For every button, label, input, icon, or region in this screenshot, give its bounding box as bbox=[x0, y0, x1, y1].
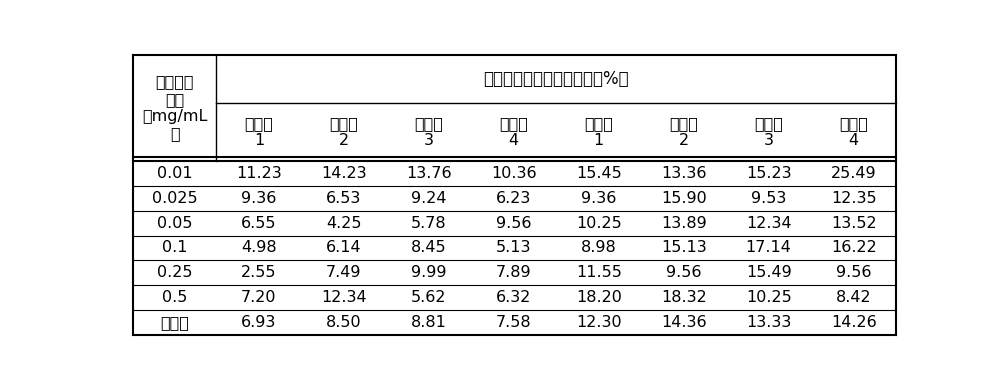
Text: 18.20: 18.20 bbox=[576, 290, 622, 305]
Text: 实施例
2: 实施例 2 bbox=[329, 116, 358, 149]
Text: 15.49: 15.49 bbox=[746, 265, 792, 280]
Text: 包被抗体
浓度
（mg/mL
）: 包被抗体 浓度 （mg/mL ） bbox=[142, 74, 207, 141]
Text: 0.25: 0.25 bbox=[157, 265, 192, 280]
Text: 0.1: 0.1 bbox=[162, 241, 187, 255]
Text: 9.56: 9.56 bbox=[496, 216, 532, 231]
Text: 8.98: 8.98 bbox=[581, 241, 617, 255]
Text: 17.14: 17.14 bbox=[746, 241, 792, 255]
Text: 13.33: 13.33 bbox=[746, 315, 791, 330]
Text: 平均値: 平均値 bbox=[160, 315, 189, 330]
Text: 12.35: 12.35 bbox=[831, 191, 876, 206]
Text: 7.20: 7.20 bbox=[241, 290, 277, 305]
Text: 对比例
4: 对比例 4 bbox=[839, 116, 868, 149]
Text: 15.90: 15.90 bbox=[661, 191, 707, 206]
Text: 4.25: 4.25 bbox=[326, 216, 362, 231]
Text: 15.23: 15.23 bbox=[746, 166, 791, 181]
Text: 2.55: 2.55 bbox=[241, 265, 277, 280]
Text: 8.81: 8.81 bbox=[411, 315, 447, 330]
Text: 10.36: 10.36 bbox=[491, 166, 537, 181]
Text: 7.89: 7.89 bbox=[496, 265, 532, 280]
Text: 对比例
2: 对比例 2 bbox=[669, 116, 698, 149]
Text: 7.49: 7.49 bbox=[326, 265, 362, 280]
Text: 实施例
1: 实施例 1 bbox=[244, 116, 273, 149]
Text: 9.53: 9.53 bbox=[751, 191, 786, 206]
Text: 9.56: 9.56 bbox=[666, 265, 701, 280]
Text: 6.14: 6.14 bbox=[326, 241, 362, 255]
Text: 7.58: 7.58 bbox=[496, 315, 532, 330]
Text: 14.36: 14.36 bbox=[661, 315, 707, 330]
Text: 12.34: 12.34 bbox=[746, 216, 791, 231]
Text: 10.25: 10.25 bbox=[576, 216, 622, 231]
Text: 10.25: 10.25 bbox=[746, 290, 792, 305]
Text: 6.32: 6.32 bbox=[496, 290, 531, 305]
Text: 13.52: 13.52 bbox=[831, 216, 876, 231]
Text: 13.89: 13.89 bbox=[661, 216, 707, 231]
Text: 11.23: 11.23 bbox=[236, 166, 282, 181]
Text: 15.45: 15.45 bbox=[576, 166, 622, 181]
Text: 0.025: 0.025 bbox=[152, 191, 197, 206]
Text: 9.56: 9.56 bbox=[836, 265, 871, 280]
Text: 11.55: 11.55 bbox=[576, 265, 622, 280]
Text: 6.23: 6.23 bbox=[496, 191, 531, 206]
Text: 16.22: 16.22 bbox=[831, 241, 877, 255]
Text: 9.36: 9.36 bbox=[241, 191, 277, 206]
Text: 6.55: 6.55 bbox=[241, 216, 277, 231]
Text: 12.34: 12.34 bbox=[321, 290, 367, 305]
Text: 13.36: 13.36 bbox=[661, 166, 706, 181]
Text: 12.30: 12.30 bbox=[576, 315, 622, 330]
Text: 18.32: 18.32 bbox=[661, 290, 707, 305]
Text: 8.42: 8.42 bbox=[836, 290, 871, 305]
Text: 14.26: 14.26 bbox=[831, 315, 877, 330]
Text: 实施例
3: 实施例 3 bbox=[414, 116, 443, 149]
Text: 9.24: 9.24 bbox=[411, 191, 447, 206]
Text: 0.01: 0.01 bbox=[157, 166, 192, 181]
Text: 8.45: 8.45 bbox=[411, 241, 447, 255]
Text: 6.93: 6.93 bbox=[241, 315, 277, 330]
Text: 5.62: 5.62 bbox=[411, 290, 447, 305]
Text: 15.13: 15.13 bbox=[661, 241, 707, 255]
Text: 8.50: 8.50 bbox=[326, 315, 362, 330]
Text: 对比例
1: 对比例 1 bbox=[584, 116, 613, 149]
Text: 5.78: 5.78 bbox=[411, 216, 447, 231]
Text: 对比例
3: 对比例 3 bbox=[754, 116, 783, 149]
Text: 0.5: 0.5 bbox=[162, 290, 187, 305]
Text: 14.23: 14.23 bbox=[321, 166, 367, 181]
Text: 0.05: 0.05 bbox=[157, 216, 192, 231]
Text: 4.98: 4.98 bbox=[241, 241, 277, 255]
Text: 13.76: 13.76 bbox=[406, 166, 452, 181]
Text: 药光强度信号値变异系数（%）: 药光强度信号値变异系数（%） bbox=[483, 70, 629, 88]
Text: 5.13: 5.13 bbox=[496, 241, 532, 255]
Text: 实施例
4: 实施例 4 bbox=[499, 116, 528, 149]
Text: 25.49: 25.49 bbox=[831, 166, 876, 181]
Text: 6.53: 6.53 bbox=[326, 191, 362, 206]
Text: 9.99: 9.99 bbox=[411, 265, 447, 280]
Text: 9.36: 9.36 bbox=[581, 191, 616, 206]
